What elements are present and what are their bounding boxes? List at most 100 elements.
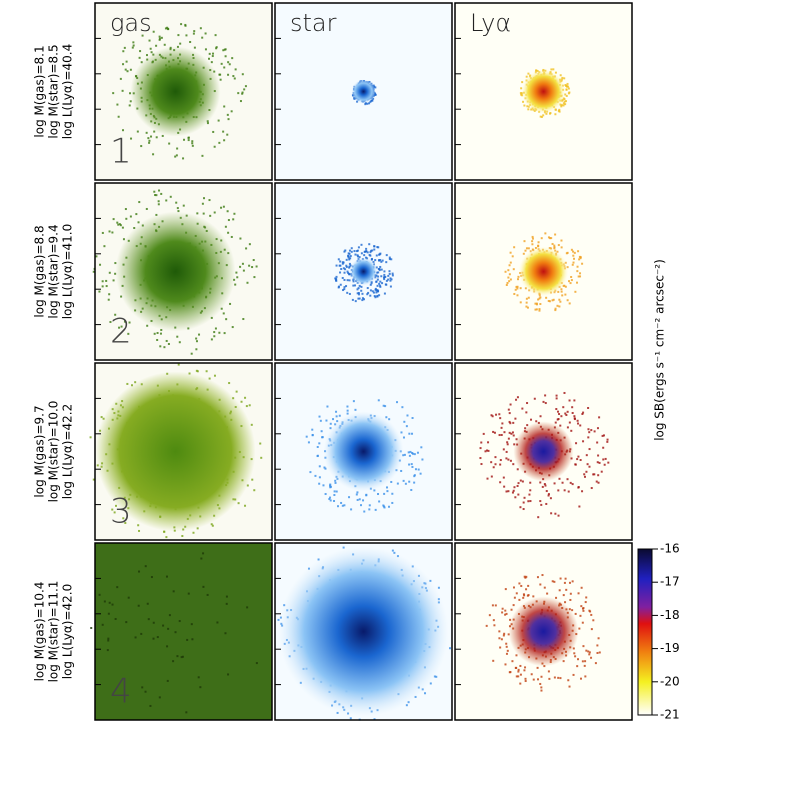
- pixel: [163, 346, 166, 349]
- pixel: [229, 302, 232, 305]
- pixel: [209, 214, 212, 217]
- pixel: [379, 259, 382, 262]
- pixel: [581, 262, 584, 265]
- pixel: [358, 498, 361, 501]
- pixel: [218, 331, 221, 334]
- pixel: [551, 299, 554, 302]
- pixel: [177, 34, 180, 37]
- pixel: [584, 675, 587, 678]
- pixel: [217, 119, 220, 122]
- pixel: [356, 288, 359, 291]
- pixel: [488, 614, 491, 617]
- pixel: [230, 110, 233, 113]
- pixel: [356, 254, 359, 257]
- pixel: [527, 584, 530, 587]
- pixel: [596, 651, 599, 654]
- pixel: [544, 402, 547, 405]
- pixel: [535, 69, 538, 72]
- pixel: [511, 491, 514, 494]
- pixel: [138, 529, 141, 532]
- pixel: [382, 504, 385, 507]
- row-label: log M(star)=9.4: [47, 224, 61, 318]
- pixel: [136, 130, 139, 133]
- pixel: [380, 275, 383, 278]
- pixel: [572, 261, 575, 264]
- pixel: [227, 73, 230, 76]
- pixel: [604, 457, 607, 460]
- pixel: [519, 506, 522, 509]
- pixel: [565, 252, 568, 255]
- pixel: [227, 673, 230, 676]
- pixel: [565, 588, 568, 591]
- pixel: [335, 415, 338, 418]
- pixel: [581, 621, 584, 624]
- panel-frame: [94, 362, 273, 541]
- pixel: [318, 442, 321, 445]
- pixel: [146, 324, 149, 327]
- pixel: [522, 596, 525, 599]
- pixel: [586, 463, 589, 466]
- pixel: [519, 287, 522, 290]
- pixel: [558, 413, 561, 416]
- pixel: [125, 217, 128, 220]
- pixel: [400, 469, 403, 472]
- pixel: [245, 247, 248, 250]
- pixel: [201, 202, 204, 205]
- pixel: [318, 476, 321, 479]
- pixel: [572, 254, 575, 257]
- pixel: [342, 546, 345, 549]
- pixel: [383, 270, 386, 273]
- pixel: [516, 285, 519, 288]
- colorbar-label: log SB(ergs s⁻¹ cm⁻² arcsec⁻²): [653, 259, 667, 441]
- pixel: [377, 493, 380, 496]
- pixel: [314, 474, 317, 477]
- pixel: [348, 266, 351, 269]
- pixel: [177, 363, 180, 366]
- pixel: [565, 94, 568, 97]
- pixel: [338, 414, 341, 417]
- pixel: [606, 440, 609, 443]
- pixel: [376, 284, 379, 287]
- pixel: [554, 113, 557, 116]
- pixel: [162, 624, 165, 627]
- pixel: [242, 318, 245, 321]
- pixel: [244, 396, 247, 399]
- pixel: [538, 309, 541, 312]
- pixel: [155, 136, 158, 139]
- pixel: [203, 197, 206, 200]
- pixel: [505, 457, 508, 460]
- pixel: [492, 659, 495, 662]
- pixel: [491, 604, 494, 607]
- pixel: [576, 270, 579, 273]
- pixel: [529, 500, 532, 503]
- pixel: [490, 461, 493, 464]
- pixel: [129, 92, 132, 95]
- pixel: [588, 431, 591, 434]
- pixel: [558, 477, 561, 480]
- pixel: [520, 584, 523, 587]
- pixel: [119, 224, 122, 227]
- pixel: [500, 638, 503, 641]
- pixel: [356, 491, 359, 494]
- pixel: [157, 203, 160, 206]
- pixel: [552, 298, 555, 301]
- pixel: [384, 405, 387, 408]
- pixel: [385, 279, 388, 282]
- pixel: [388, 270, 391, 273]
- pixel: [507, 437, 510, 440]
- pixel: [132, 41, 135, 44]
- pixel: [211, 524, 214, 527]
- pixel: [368, 243, 371, 246]
- pixel: [224, 48, 227, 51]
- pixel: [517, 675, 520, 678]
- pixel: [596, 644, 599, 647]
- pixel: [311, 433, 314, 436]
- pixel: [202, 585, 205, 588]
- pixel: [127, 596, 130, 599]
- pixel: [374, 288, 377, 291]
- pixel: [555, 397, 558, 400]
- pixel: [545, 296, 548, 299]
- pixel: [358, 284, 361, 287]
- pixel: [513, 443, 516, 446]
- pixel: [508, 420, 511, 423]
